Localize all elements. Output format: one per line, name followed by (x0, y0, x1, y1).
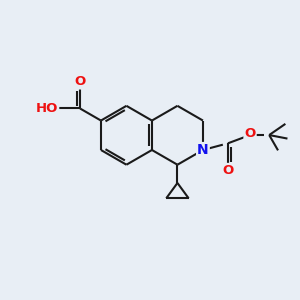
Text: O: O (244, 127, 256, 140)
Text: O: O (222, 164, 234, 177)
Text: HO: HO (36, 102, 58, 115)
Text: O: O (74, 76, 86, 88)
Text: N: N (197, 143, 209, 157)
